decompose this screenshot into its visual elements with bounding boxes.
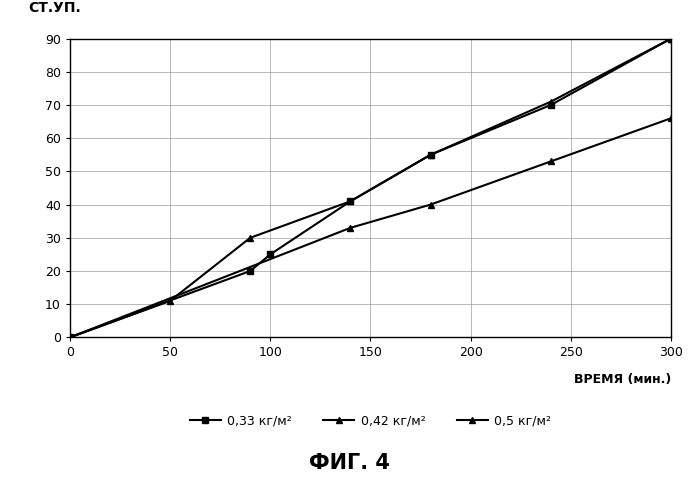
0,5 кг/м² [66, 335, 74, 340]
0,5 кг/м² [346, 225, 354, 231]
Text: ВРЕМЯ (мин.): ВРЕМЯ (мин.) [574, 373, 671, 386]
0,42 кг/м² [426, 152, 435, 158]
0,42 кг/м² [166, 298, 174, 304]
Text: СТ.УП.: СТ.УП. [28, 0, 80, 14]
Text: ФИГ. 4: ФИГ. 4 [309, 453, 390, 473]
0,33 кг/м² [246, 268, 254, 274]
0,42 кг/м² [246, 235, 254, 241]
0,42 кг/м² [346, 199, 354, 204]
0,42 кг/м² [667, 36, 675, 41]
Line: 0,33 кг/м²: 0,33 кг/м² [66, 35, 675, 341]
0,42 кг/м² [547, 99, 555, 105]
0,5 кг/м² [547, 159, 555, 164]
0,33 кг/м² [346, 199, 354, 204]
0,33 кг/м² [426, 152, 435, 158]
0,42 кг/м² [66, 335, 74, 340]
Line: 0,5 кг/м²: 0,5 кг/м² [66, 115, 675, 341]
0,5 кг/м² [667, 115, 675, 121]
Line: 0,42 кг/м²: 0,42 кг/м² [66, 35, 675, 341]
0,33 кг/м² [66, 335, 74, 340]
0,33 кг/м² [547, 102, 555, 108]
Legend: 0,33 кг/м², 0,42 кг/м², 0,5 кг/м²: 0,33 кг/м², 0,42 кг/м², 0,5 кг/м² [185, 409, 556, 432]
0,33 кг/м² [667, 36, 675, 41]
0,33 кг/м² [266, 252, 275, 257]
0,5 кг/м² [426, 201, 435, 207]
